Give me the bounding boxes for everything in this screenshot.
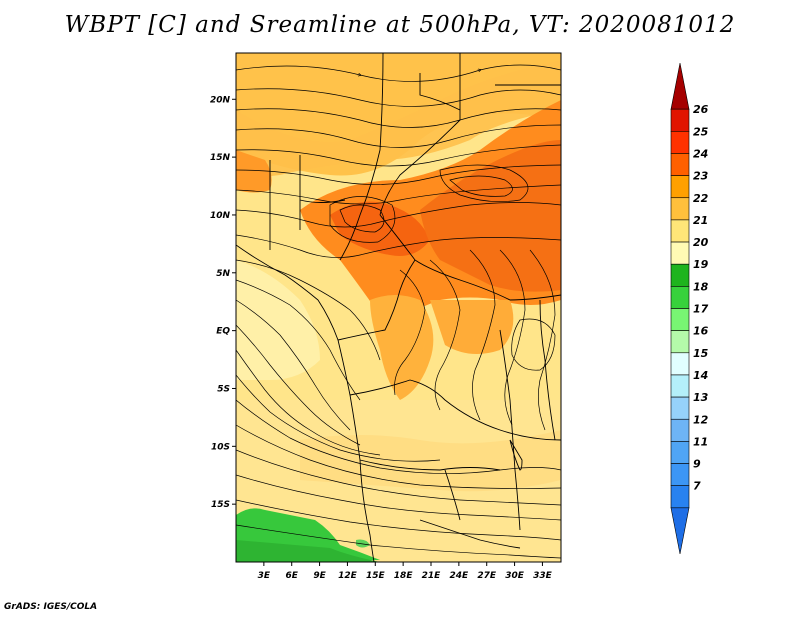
y-tick-label: 20N bbox=[210, 95, 231, 105]
y-tick-label: 10S bbox=[211, 442, 230, 452]
x-tick-label: 6E bbox=[286, 571, 299, 581]
colorbar-label: 24 bbox=[693, 147, 708, 160]
x-tick-label: 27E bbox=[477, 571, 497, 581]
colorbar-segment bbox=[670, 463, 690, 486]
colorbar-label: 21 bbox=[693, 214, 708, 227]
colorbar-label: 18 bbox=[693, 280, 709, 293]
x-tick-label: 12E bbox=[338, 571, 358, 581]
x-tick-label: 9E bbox=[313, 571, 326, 581]
colorbar-segment bbox=[670, 153, 690, 176]
x-tick-label: 33E bbox=[533, 571, 553, 581]
colorbar-label: 23 bbox=[693, 170, 709, 183]
colorbar-segment bbox=[670, 219, 690, 243]
x-tick-label: 3E bbox=[258, 571, 271, 581]
y-tick-label: EQ bbox=[216, 327, 230, 337]
country-boundaries bbox=[236, 53, 561, 562]
streamlines bbox=[236, 64, 561, 559]
y-axis: 20N 15N 10N 5N EQ 5S 10S 15S bbox=[210, 95, 236, 510]
colorbar-label: 16 bbox=[693, 325, 709, 338]
x-tick-label: 30E bbox=[505, 571, 525, 581]
colorbar-label: 9 bbox=[693, 458, 701, 471]
x-tick-label: 24E bbox=[450, 571, 470, 581]
wbpt-shading bbox=[236, 53, 561, 562]
colorbar-segment bbox=[670, 374, 690, 398]
colorbar-label: 15 bbox=[693, 347, 709, 360]
colorbar-segment bbox=[670, 197, 690, 221]
colorbar-segment bbox=[670, 308, 690, 331]
y-tick-label: 15S bbox=[211, 500, 230, 510]
colorbar-label: 17 bbox=[693, 303, 709, 316]
colorbar-label: 26 bbox=[693, 103, 709, 116]
colorbar-segment bbox=[670, 330, 690, 354]
colorbar-segment bbox=[670, 241, 690, 265]
y-tick-label: 5N bbox=[216, 269, 230, 279]
x-tick-label: 18E bbox=[394, 571, 414, 581]
colorbar-label: 13 bbox=[693, 391, 709, 404]
colorbar-label: 12 bbox=[693, 413, 709, 426]
colorbar-segment bbox=[670, 441, 690, 464]
chart-title: WBPT [C] and Sreamline at 500hPa, VT: 20… bbox=[64, 12, 736, 38]
x-axis: 3E 6E 9E 12E 15E 18E 21E 24E 27E 30E 33E bbox=[258, 562, 553, 581]
colorbar-label: 25 bbox=[693, 125, 709, 138]
colorbar: 26 25 24 23 22 21 20 19 18 17 16 15 14 13 12 11 9 7 bbox=[670, 62, 709, 555]
colorbar-segment bbox=[670, 175, 690, 199]
colorbar-label: 11 bbox=[693, 435, 708, 448]
colorbar-segment bbox=[670, 396, 690, 420]
colorbar-label: 22 bbox=[693, 192, 709, 205]
x-tick-label: 15E bbox=[366, 571, 386, 581]
map-frame bbox=[235, 52, 562, 563]
credit-text: GrADS: IGES/COLA bbox=[4, 602, 98, 612]
colorbar-segment bbox=[670, 485, 690, 509]
colorbar-segment bbox=[670, 263, 690, 287]
y-tick-label: 10N bbox=[210, 211, 231, 221]
x-tick-label: 21E bbox=[422, 571, 442, 581]
colorbar-segment bbox=[670, 286, 690, 309]
colorbar-label: 20 bbox=[693, 236, 709, 249]
y-tick-label: 15N bbox=[210, 153, 231, 163]
colorbar-label: 7 bbox=[693, 480, 701, 493]
colorbar-label: 19 bbox=[693, 258, 709, 271]
colorbar-segment bbox=[670, 131, 690, 154]
colorbar-segment bbox=[670, 507, 690, 555]
colorbar-segment bbox=[670, 418, 690, 442]
colorbar-segment bbox=[670, 62, 690, 110]
colorbar-segment bbox=[670, 108, 690, 132]
colorbar-label: 14 bbox=[693, 369, 708, 382]
colorbar-segment bbox=[670, 352, 690, 376]
y-tick-label: 5S bbox=[217, 384, 230, 394]
